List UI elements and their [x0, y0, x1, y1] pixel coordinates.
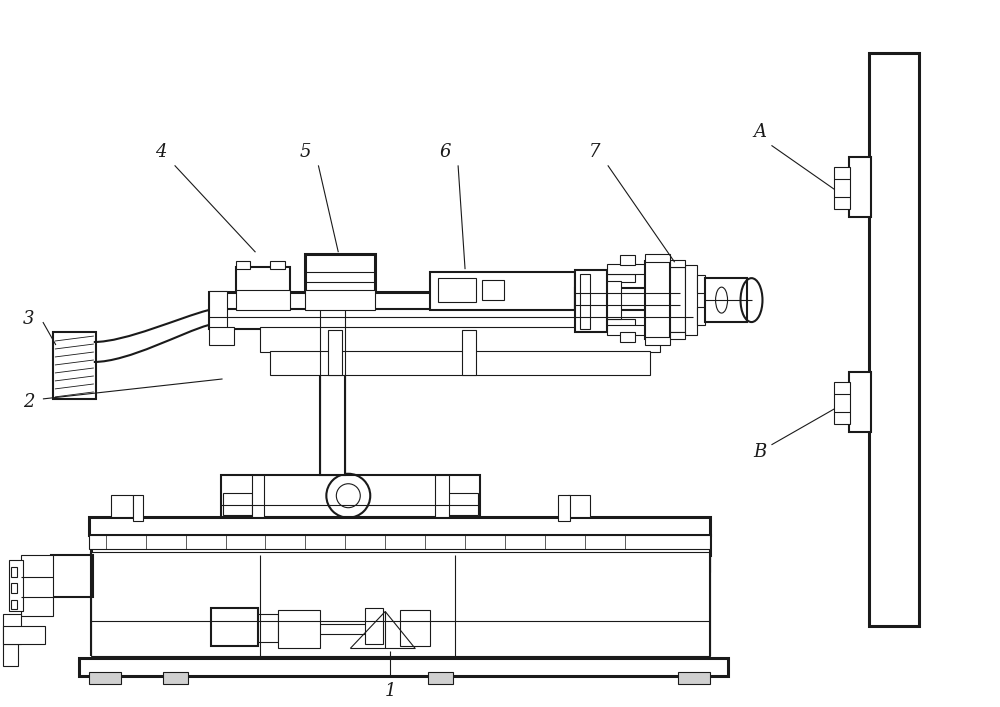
Bar [697, 307, 705, 325]
Text: B: B [753, 443, 766, 461]
Bar [236, 290, 290, 310]
Bar [91, 534, 710, 554]
Bar [462, 330, 476, 375]
Bar [400, 610, 430, 646]
Bar [252, 475, 264, 517]
Bar [607, 274, 635, 282]
Bar [211, 609, 258, 646]
Bar [260, 327, 660, 352]
Bar [607, 319, 635, 327]
Bar [705, 278, 747, 322]
Bar [435, 475, 449, 517]
Bar [3, 614, 21, 644]
Text: 2: 2 [23, 393, 35, 411]
Bar [568, 495, 590, 517]
Bar [209, 291, 227, 329]
Bar [620, 332, 635, 342]
Bar [670, 267, 685, 332]
Bar [670, 260, 685, 267]
Text: A: A [753, 124, 766, 141]
Bar [428, 672, 453, 684]
Bar [111, 495, 133, 517]
Bar [607, 325, 645, 335]
Bar [438, 278, 476, 302]
Bar [580, 274, 590, 329]
Text: 5: 5 [300, 144, 311, 161]
Bar [678, 672, 710, 684]
Bar [305, 255, 375, 292]
Bar [270, 261, 285, 269]
Bar [448, 493, 478, 515]
Bar [697, 275, 705, 293]
Bar [607, 281, 621, 319]
Bar [258, 614, 278, 643]
Bar [645, 337, 670, 345]
Bar [270, 351, 650, 375]
Bar [91, 554, 710, 571]
Bar [91, 551, 710, 656]
Bar [645, 255, 670, 262]
Text: 4: 4 [155, 144, 166, 161]
Text: 7: 7 [589, 144, 601, 161]
Bar [607, 264, 645, 274]
Bar [209, 309, 693, 329]
Bar [51, 554, 93, 597]
Bar [11, 583, 17, 592]
Bar [645, 261, 670, 339]
Bar [685, 265, 697, 335]
Bar [9, 560, 23, 612]
Bar [223, 493, 252, 515]
Bar [558, 495, 570, 520]
Bar [305, 290, 375, 310]
Text: 3: 3 [23, 310, 35, 328]
Bar [575, 270, 607, 332]
Bar [133, 495, 143, 520]
Bar [11, 600, 17, 609]
Bar [834, 382, 850, 424]
Text: 1: 1 [384, 682, 396, 701]
Bar [79, 658, 728, 677]
Bar [278, 610, 320, 648]
Bar [869, 52, 919, 626]
Bar [834, 168, 850, 209]
Bar [620, 255, 635, 265]
Bar [328, 330, 342, 375]
Bar [89, 672, 121, 684]
Bar [236, 261, 250, 269]
Bar [11, 566, 17, 577]
Bar [3, 626, 45, 644]
Bar [849, 372, 871, 432]
Bar [89, 534, 710, 549]
Bar [849, 158, 871, 217]
Bar [89, 517, 710, 534]
Bar [163, 672, 188, 684]
Bar [221, 475, 480, 517]
Bar [482, 280, 504, 300]
Bar [3, 644, 18, 667]
Bar [209, 292, 693, 310]
Bar [365, 609, 383, 644]
Bar [209, 327, 234, 345]
Bar [575, 288, 680, 310]
Bar [236, 267, 290, 292]
Bar [21, 554, 53, 617]
Bar [430, 272, 575, 310]
Text: 6: 6 [439, 144, 451, 161]
Bar [320, 310, 345, 475]
Bar [670, 332, 685, 339]
